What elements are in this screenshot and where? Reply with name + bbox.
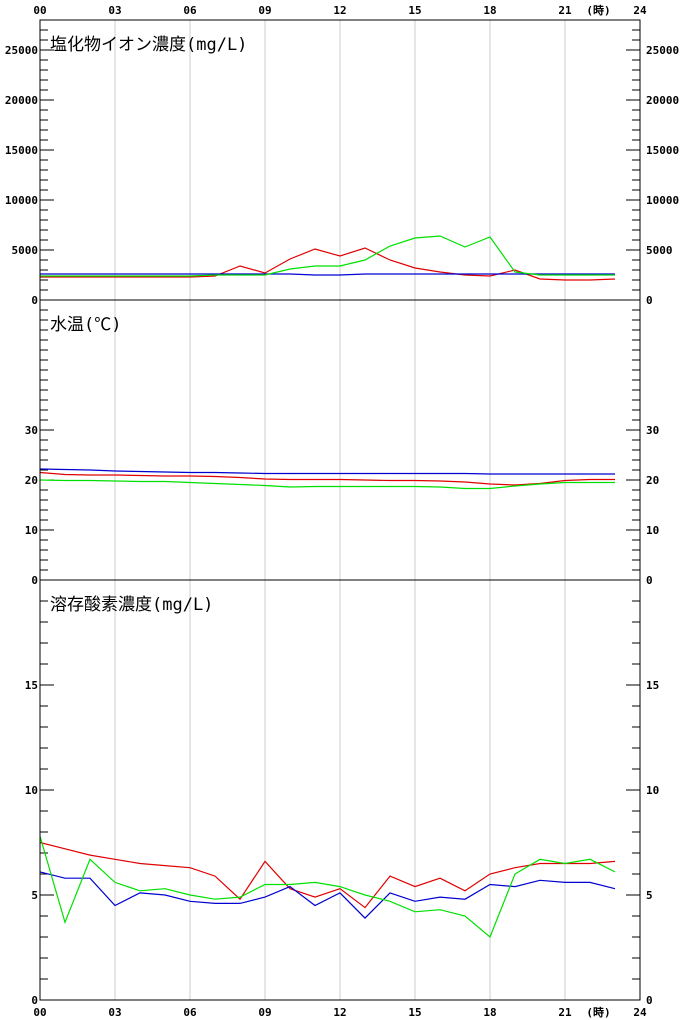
- x-tick-label-bottom: 09: [258, 1006, 271, 1019]
- y-tick-label-right: 25000: [646, 44, 679, 57]
- y-tick-label-right: 10000: [646, 194, 679, 207]
- y-tick-label-right: 30: [646, 424, 659, 437]
- panel-title: 水温(℃): [50, 315, 121, 335]
- x-tick-label-bottom: 15: [408, 1006, 421, 1019]
- x-tick-label-top: 00: [33, 4, 46, 17]
- x-tick-label-top: 18: [483, 4, 496, 17]
- series-line-green: [39, 836, 616, 938]
- panel-title: 塩化物イオン濃度(mg/L): [50, 35, 247, 55]
- y-tick-label-right: 10: [646, 784, 659, 797]
- x-tick-label-bottom: 12: [333, 1006, 346, 1019]
- series-line-green: [39, 479, 615, 490]
- x-unit-label-top: (時): [586, 3, 610, 17]
- x-tick-label-bottom: 03: [108, 1006, 121, 1019]
- y-tick-label-right: 20000: [646, 94, 679, 107]
- y-tick-label-left: 5: [31, 889, 38, 902]
- x-tick-label-top: 15: [408, 4, 421, 17]
- y-tick-label-left: 15000: [5, 144, 38, 157]
- y-tick-label-right: 5: [646, 889, 653, 902]
- series-line-blue: [39, 871, 616, 919]
- x-tick-label-bottom: 06: [183, 1006, 197, 1019]
- y-tick-label-left: 10: [25, 784, 38, 797]
- x-tick-label-top: 09: [258, 4, 271, 17]
- x-tick-label-bottom: 00: [33, 1006, 46, 1019]
- x-tick-label-top: 12: [333, 4, 346, 17]
- y-tick-label-left: 10000: [5, 194, 38, 207]
- y-tick-label-left: 10: [25, 524, 38, 537]
- x-tick-label-bottom: 24: [633, 1006, 647, 1019]
- x-tick-label-top: 24: [633, 4, 647, 17]
- y-tick-label-right: 15000: [646, 144, 679, 157]
- y-tick-label-left: 15: [25, 679, 38, 692]
- y-tick-label-left: 30: [25, 424, 38, 437]
- y-tick-label-left: 25000: [5, 44, 38, 57]
- x-tick-label-top: 21: [558, 4, 572, 17]
- y-tick-label-left: 20: [25, 474, 38, 487]
- series-line-red: [39, 471, 615, 486]
- y-tick-label-left: 5000: [12, 244, 39, 257]
- series-line-green: [40, 235, 615, 277]
- y-tick-label-left: 0: [31, 294, 38, 307]
- series-line-red: [40, 247, 616, 281]
- y-tick-label-right: 5000: [646, 244, 673, 257]
- y-tick-label-right: 0: [646, 574, 653, 587]
- x-tick-label-top: 06: [183, 4, 197, 17]
- series-line-blue: [39, 468, 615, 475]
- y-tick-label-right: 15: [646, 679, 659, 692]
- x-tick-label-bottom: 18: [483, 1006, 496, 1019]
- y-tick-label-right: 0: [646, 994, 653, 1007]
- y-tick-label-right: 10: [646, 524, 659, 537]
- x-unit-label-bottom: (時): [586, 1005, 610, 1019]
- plot-frame: [39, 19, 641, 1001]
- panel-title: 溶存酸素濃度(mg/L): [50, 595, 213, 615]
- x-tick-label-top: 03: [108, 4, 121, 17]
- series-line-blue: [40, 273, 615, 276]
- series-line-red: [39, 841, 616, 909]
- x-tick-label-bottom: 21: [558, 1006, 572, 1019]
- y-tick-label-right: 20: [646, 474, 659, 487]
- y-tick-label-left: 0: [31, 994, 38, 1007]
- y-tick-label-right: 0: [646, 294, 653, 307]
- y-tick-label-left: 20000: [5, 94, 38, 107]
- y-tick-label-left: 0: [31, 574, 38, 587]
